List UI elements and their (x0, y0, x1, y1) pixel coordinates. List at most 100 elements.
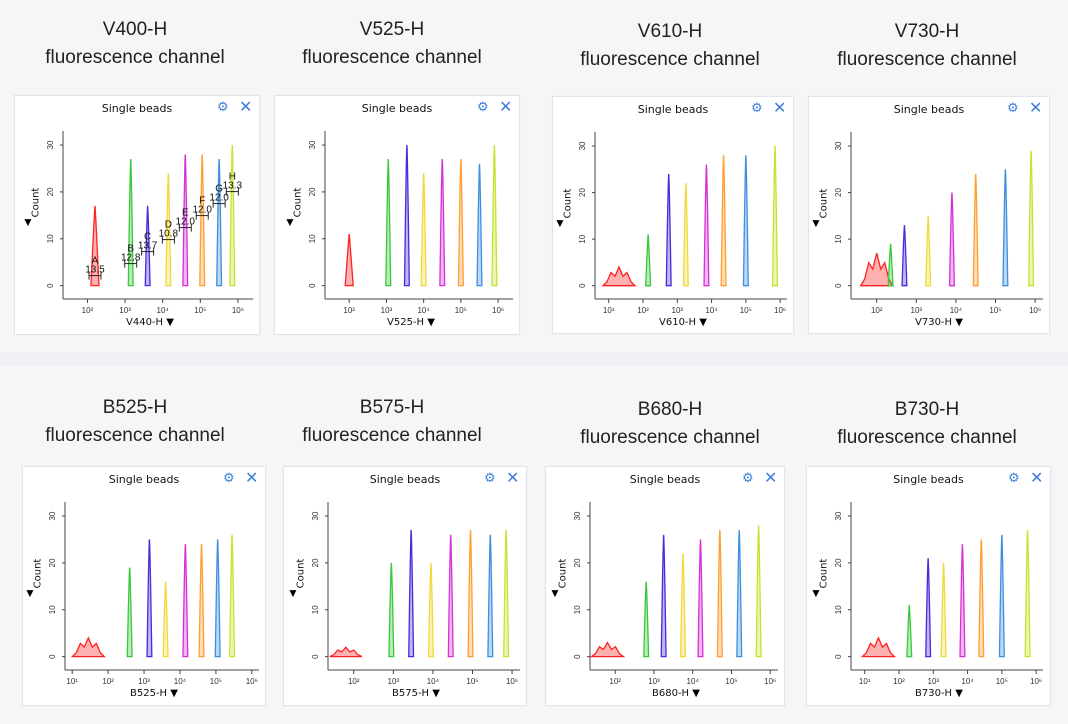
channel-name: B525-H (102, 397, 168, 418)
x-tick-label: 10³ (672, 306, 684, 315)
histogram-panel-v525-h[interactable]: Single beads ⚙ ✕ 0 10 20 30 10² 10³ 10⁴ 10⁵ 10⁶ Coun… (274, 95, 520, 335)
x-tick-label: 10⁵ (466, 677, 478, 686)
x-axis-dropdown-icon[interactable]: ▼ (692, 688, 700, 699)
histogram-peak-b (126, 567, 133, 658)
y-axis-dropdown-icon[interactable]: ▼ (810, 215, 822, 230)
x-axis-dropdown-icon[interactable]: ▼ (432, 688, 440, 699)
channel-name: V400-H (102, 19, 168, 40)
close-icon[interactable]: ✕ (1030, 470, 1044, 487)
histogram-peak-h (755, 525, 762, 658)
y-tick-label: 20 (834, 558, 843, 567)
y-tick-label: 10 (578, 234, 587, 243)
x-axis-dropdown-icon[interactable]: ▼ (955, 317, 963, 328)
x-axis-label[interactable]: B730-H ▼ (915, 688, 963, 699)
x-tick-label: 10² (343, 306, 355, 315)
x-axis-dropdown-icon[interactable]: ▼ (166, 317, 174, 328)
histogram-peak-g (742, 155, 749, 287)
histogram-peak-d (420, 173, 427, 287)
x-tick-label: 10⁶ (232, 306, 244, 315)
histogram-plot: 0 10 20 30 10¹ 10² 10³ 10⁴ 10⁵ 10⁶ (834, 502, 1043, 686)
cv-annotation-e: E12.0 (176, 208, 195, 232)
gear-icon[interactable]: ⚙ (223, 470, 235, 485)
channel-caption: V400-H fluorescence channel (15, 16, 255, 72)
x-tick-label: 10⁶ (1030, 677, 1042, 686)
histogram-panel-b730-h[interactable]: Single beads ⚙ ✕ 0 10 20 30 10¹ 10² 10³ 10⁴ 10⁵ 10⁶ C… (806, 466, 1051, 706)
close-icon[interactable]: ✕ (506, 470, 520, 487)
histogram-peak-d (165, 173, 172, 287)
y-axis-dropdown-icon[interactable]: ▼ (284, 215, 296, 229)
histogram-panel-v730-h[interactable]: Single beads ⚙ ✕ 0 10 20 30 10² 10³ 10⁴ 10⁵ 10⁶ Coun… (808, 96, 1050, 334)
x-tick-label: 10³ (119, 306, 131, 315)
gear-icon[interactable]: ⚙ (751, 100, 763, 115)
histogram-panel-v610-h[interactable]: Single beads ⚙ ✕ 0 10 20 30 10¹ 10² 10³ 10⁴ 10⁵ 10⁶ C… (552, 96, 794, 334)
y-tick-label: 20 (578, 188, 587, 197)
close-icon[interactable]: ✕ (499, 99, 513, 116)
x-tick-label: 10² (348, 677, 360, 686)
y-axis-dropdown-icon[interactable]: ▼ (554, 215, 566, 230)
histogram-peak-f (198, 544, 205, 658)
y-tick-label: 0 (834, 283, 843, 288)
gear-icon[interactable]: ⚙ (484, 470, 496, 485)
close-icon[interactable]: ✕ (773, 100, 787, 117)
y-axis-dropdown-icon[interactable]: ▼ (24, 586, 36, 600)
gear-icon[interactable]: ⚙ (1008, 470, 1020, 485)
gear-icon[interactable]: ⚙ (477, 99, 489, 114)
x-tick-label: 10⁴ (705, 306, 718, 315)
histogram-peak-f (972, 173, 979, 287)
x-axis-label[interactable]: B575-H ▼ (392, 688, 440, 699)
histogram-peak-e (697, 539, 704, 658)
x-axis-dropdown-icon[interactable]: ▼ (427, 317, 435, 328)
channel-name: B680-H (637, 399, 703, 420)
channel-caption: B525-H fluorescence channel (15, 394, 255, 450)
y-tick-label: 30 (578, 141, 587, 150)
y-axis-label: Count (818, 188, 830, 218)
y-axis-dropdown-icon[interactable]: ▼ (287, 586, 299, 600)
close-icon[interactable]: ✕ (764, 470, 778, 487)
y-tick-label: 30 (308, 140, 317, 149)
histogram-panel-b680-h[interactable]: Single beads ⚙ ✕ 0 10 20 30 10² 10³ 10⁴ 10⁵ 10⁶ Coun… (545, 466, 785, 706)
histogram-peak-f (720, 155, 727, 287)
x-tick-label: 10³ (648, 677, 660, 686)
y-tick-label: 10 (308, 234, 317, 243)
channel-caption: V730-H fluorescence channel (807, 18, 1047, 74)
histogram-peak-a (70, 636, 106, 658)
panel-title: Single beads (101, 102, 173, 115)
x-axis-dropdown-icon[interactable]: ▼ (699, 317, 707, 328)
x-axis-label[interactable]: V440-H ▼ (126, 317, 174, 328)
histogram-peak-e (959, 544, 966, 658)
close-icon[interactable]: ✕ (1029, 100, 1043, 117)
peak-label: A (92, 256, 99, 267)
x-axis-dropdown-icon[interactable]: ▼ (170, 688, 178, 699)
x-axis-label[interactable]: V610-H ▼ (659, 317, 707, 328)
y-axis-label: Count (292, 187, 304, 218)
x-axis-label-text: B525-H (130, 688, 171, 699)
gear-icon[interactable]: ⚙ (217, 99, 229, 114)
x-axis-label[interactable]: B680-H ▼ (652, 688, 700, 699)
close-icon[interactable]: ✕ (245, 470, 259, 487)
histogram-panel-b525-h[interactable]: Single beads ⚙ ✕ 0 10 20 30 10¹ 10² 10³ 10⁴ 10⁵ 10⁶ C… (22, 466, 266, 706)
histogram-peak-h (771, 145, 779, 287)
y-axis-dropdown-icon[interactable]: ▼ (22, 215, 34, 229)
histogram-peak-c (925, 558, 932, 658)
gear-icon[interactable]: ⚙ (1007, 100, 1019, 115)
y-tick-label: 20 (308, 187, 317, 196)
histogram-panel-v400-h[interactable]: Single beads ⚙ ✕ 0 10 20 30 10² 10³ 10⁴ 10⁵ 10⁶ A 13.… (14, 95, 260, 335)
gear-icon[interactable]: ⚙ (742, 470, 754, 485)
histogram-peak-f (467, 530, 474, 658)
y-tick-label: 30 (46, 140, 55, 149)
x-axis-label[interactable]: V525-H ▼ (387, 317, 435, 328)
histogram-peak-g (998, 534, 1005, 658)
histogram-plot: 0 10 20 30 10¹ 10² 10³ 10⁴ 10⁵ 10⁶ (48, 502, 259, 686)
x-axis-dropdown-icon[interactable]: ▼ (955, 688, 963, 699)
histogram-panel-b575-h[interactable]: Single beads ⚙ ✕ 0 10 20 30 10² 10³ 10⁴ 10⁵ 10⁶ Coun… (283, 466, 527, 706)
x-tick-label: 10³ (388, 677, 400, 686)
y-axis-dropdown-icon[interactable]: ▼ (549, 586, 561, 600)
close-icon[interactable]: ✕ (239, 99, 253, 116)
x-axis-label[interactable]: B525-H ▼ (130, 688, 178, 699)
y-axis-dropdown-icon[interactable]: ▼ (810, 586, 822, 600)
panel-title: Single beads (893, 473, 964, 486)
y-axis-label: Count (818, 558, 830, 589)
histogram-peak-g (214, 539, 221, 658)
x-axis-label[interactable]: V730-H ▼ (915, 317, 963, 328)
y-tick-label: 10 (46, 234, 55, 243)
